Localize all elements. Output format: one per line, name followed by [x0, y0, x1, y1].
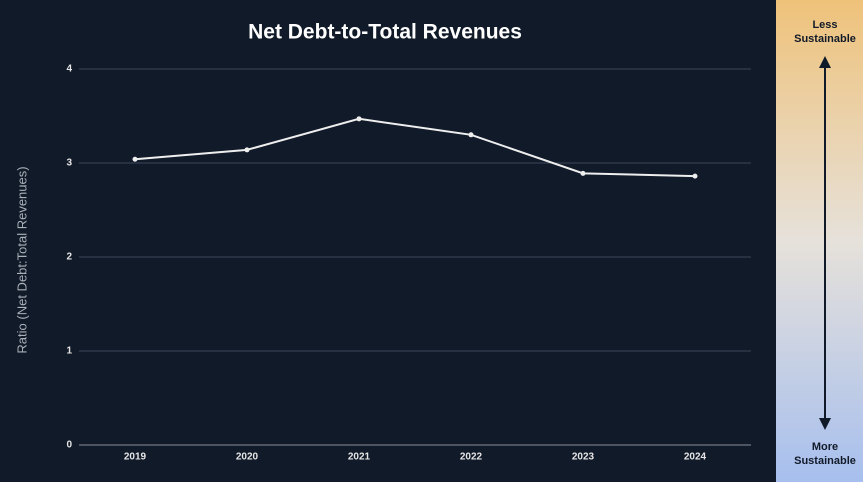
x-tick-label: 2022 [460, 452, 483, 463]
x-tick-label: 2023 [572, 452, 595, 463]
x-tick-label: 2019 [124, 452, 147, 463]
sustainability-scale [776, 0, 863, 482]
y-tick-label: 2 [66, 252, 72, 263]
scale-top-label: Less [812, 19, 837, 31]
y-axis-label: Ratio (Net Debt:Total Revenues) [14, 166, 29, 353]
y-tick-label: 0 [66, 440, 72, 451]
data-point [692, 173, 698, 179]
data-point [132, 156, 138, 162]
y-tick-label: 4 [66, 64, 72, 75]
data-line [134, 117, 696, 178]
data-point [580, 170, 586, 176]
x-tick-label: 2024 [684, 452, 707, 463]
scale-top-label: Sustainable [794, 33, 856, 45]
chart-title: Net Debt-to-Total Revenues [248, 21, 522, 44]
data-point [468, 132, 474, 138]
data-point [356, 116, 362, 122]
y-tick-label: 3 [66, 158, 72, 169]
x-tick-label: 2020 [236, 452, 259, 463]
scale-bottom-label: More [812, 441, 838, 453]
x-tick-label: 2021 [348, 452, 371, 463]
data-point [244, 147, 250, 153]
scale-bottom-label: Sustainable [794, 455, 856, 467]
y-tick-label: 1 [66, 346, 72, 357]
